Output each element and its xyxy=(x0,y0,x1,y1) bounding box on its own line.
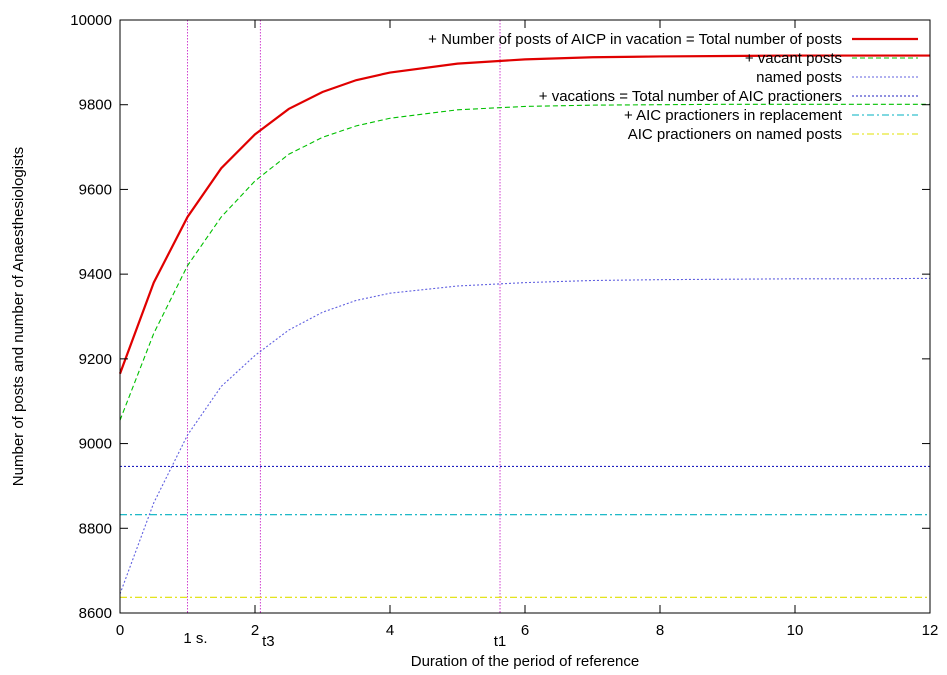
x-tick-label: 0 xyxy=(116,622,124,639)
y-tick-label: 10000 xyxy=(70,12,112,29)
vertical-marker-label: 1 s. xyxy=(183,630,207,647)
legend-entry-label: + vacant posts xyxy=(745,50,842,67)
series-line xyxy=(118,54,930,375)
legend-entry-label: AIC practioners on named posts xyxy=(628,126,842,143)
legend-entry-label: + Number of posts of AICP in vacation = … xyxy=(428,31,842,48)
y-tick-label: 9200 xyxy=(79,351,112,368)
y-tick-label: 9800 xyxy=(79,97,112,114)
x-tick-label: 10 xyxy=(787,622,804,639)
legend-entry-label: + AIC practioners in replacement xyxy=(624,107,843,124)
series-lines xyxy=(118,54,931,598)
axis-ticks: 0 2 4 6 8 10 12 8600 8800 9000 9200 9400 9600 9800 100… xyxy=(70,12,938,639)
x-tick-label: 8 xyxy=(656,622,664,639)
series-line xyxy=(119,277,931,595)
vertical-marker-label: t3 xyxy=(262,633,275,650)
legend-entry-label: named posts xyxy=(756,69,842,86)
legend-entry-label: + vacations = Total number of AIC practi… xyxy=(539,88,842,105)
x-tick-label: 12 xyxy=(922,622,939,639)
series-line xyxy=(119,103,930,421)
y-tick-label: 9400 xyxy=(79,266,112,283)
y-tick-label: 9600 xyxy=(79,181,112,198)
x-axis-label: Duration of the period of reference xyxy=(411,653,639,670)
legend: + Number of posts of AICP in vacation = … xyxy=(428,31,918,143)
y-tick-label: 8600 xyxy=(79,605,112,622)
x-tick-label: 6 xyxy=(521,622,529,639)
y-tick-label: 8800 xyxy=(79,520,112,537)
y-tick-label: 9000 xyxy=(79,436,112,453)
x-tick-label: 4 xyxy=(386,622,394,639)
x-tick-label: 2 xyxy=(251,622,259,639)
vertical-markers: 1 s. t3 t1 xyxy=(183,20,506,650)
y-axis-label: Number of posts and number of Anaesthesi… xyxy=(10,147,27,486)
vertical-marker-label: t1 xyxy=(494,633,507,650)
